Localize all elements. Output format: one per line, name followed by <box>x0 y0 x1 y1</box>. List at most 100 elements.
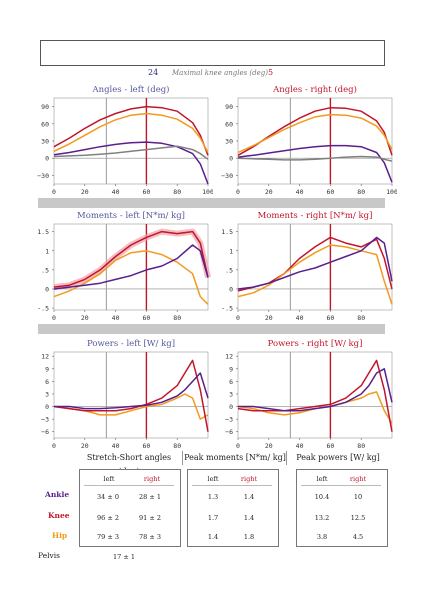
y-tick-label: −30 <box>221 172 233 180</box>
x-tick-label: 0 <box>236 188 240 196</box>
cell: 28 ± 1 <box>139 493 161 501</box>
x-tick-label: 80 <box>173 188 181 196</box>
row-label-ankle: Ankle <box>45 490 70 499</box>
cell: 3.8 <box>316 533 328 541</box>
ankle-line <box>237 236 393 290</box>
chart-title: Angles - left (deg) <box>92 84 170 95</box>
x-tick-label: 40 <box>112 188 120 196</box>
x-tick-label: 100 <box>386 188 397 196</box>
y-tick-label: 0 <box>45 285 49 293</box>
y-tick-label: 0 <box>45 155 49 163</box>
y-tick-label: 0 <box>45 403 49 411</box>
x-tick-label: 60 <box>326 188 334 196</box>
knee-line <box>237 359 393 432</box>
y-tick-label: 60 <box>41 120 49 128</box>
x-tick-label: 0 <box>52 314 56 322</box>
y-tick-label: 0 <box>229 285 233 293</box>
x-tick-label: 40 <box>112 442 120 450</box>
x-tick-label: 0 <box>236 314 240 322</box>
x-tick-label: 40 <box>296 188 304 196</box>
cell: 12.5 <box>350 514 366 522</box>
pelvis-line <box>53 145 209 160</box>
x-tick-label: 80 <box>357 442 365 450</box>
y-tick-label: 1 <box>229 247 233 255</box>
row-label-knee: Knee <box>48 511 70 520</box>
cell: 34 ± 0 <box>97 493 119 501</box>
col-left: left <box>103 475 115 483</box>
y-tick-label: −6 <box>225 428 233 436</box>
cell: 1.4 <box>243 514 255 522</box>
y-tick-label: 6 <box>229 378 233 386</box>
x-tick-label: 40 <box>296 442 304 450</box>
y-tick-label: −30 <box>37 172 49 180</box>
y-tick-label: 0 <box>229 403 233 411</box>
chart-title: Powers - left [W/ kg] <box>87 339 175 349</box>
cell: 78 ± 3 <box>139 533 161 541</box>
y-tick-label: -.5 <box>221 305 233 313</box>
x-tick-label: 20 <box>81 442 89 450</box>
cell: 1.3 <box>207 493 219 501</box>
y-tick-label: 12 <box>41 353 49 361</box>
ankle-line <box>53 141 209 185</box>
plot-frame <box>53 223 209 311</box>
col-right: right <box>143 475 161 483</box>
x-tick-label: 0 <box>236 442 240 450</box>
x-tick-label: 20 <box>265 442 273 450</box>
x-tick-label: 80 <box>173 442 181 450</box>
ankle-line <box>238 368 393 412</box>
hip-line <box>53 250 209 305</box>
row-label-pelvis: Pelvis <box>38 551 61 560</box>
knee-line <box>53 359 209 432</box>
plot-frame <box>53 97 209 185</box>
x-tick-label: 40 <box>112 314 120 322</box>
moments-right-chart: Moments - right [N*m/ kg]-.50.511.50 20 40… <box>221 211 393 322</box>
knee-line <box>53 105 209 156</box>
y-tick-label: 1.5 <box>221 228 233 236</box>
row-label-hip: Hip <box>52 531 68 540</box>
x-tick-label: 0 <box>52 188 56 196</box>
stretch-header: Stretch-Short angles (deg) <box>76 451 183 476</box>
x-tick-label: 20 <box>265 188 273 196</box>
cell: 1.8 <box>243 533 255 541</box>
powers-left-chart: Powers - left [W/ kg] −6 −3 0 3 6 9 12 0 20 40 60 80 <box>41 339 209 450</box>
y-tick-label: 1 <box>45 247 49 255</box>
moments-left-chart: Moments - left [N*m/ kg]-.50.511.50 20 40 6… <box>37 211 211 322</box>
y-tick-label: 30 <box>41 138 49 146</box>
y-tick-label: 30 <box>225 138 233 146</box>
powers-right-chart: Powers - right [W/ kg] −6 −3 0 3 6 9 12 0 20 40 60 8… <box>225 339 393 450</box>
col-right: right <box>240 475 258 483</box>
y-tick-label: 3 <box>45 390 49 398</box>
y-tick-label: 0 <box>229 155 233 163</box>
col-right: right <box>349 475 367 483</box>
hip-line <box>53 112 209 153</box>
pelvis-line <box>237 155 393 162</box>
ankle-line <box>237 144 393 183</box>
x-tick-label: 60 <box>326 314 334 322</box>
y-tick-label: .5 <box>225 266 233 274</box>
x-tick-label: 60 <box>326 442 334 450</box>
x-tick-label: 40 <box>296 314 304 322</box>
stretch-table: left right 34 ± 0 28 ± 1 96 ± 2 91 ± 2 7… <box>79 469 181 547</box>
y-tick-label: 90 <box>225 103 233 111</box>
chart-title: Powers - right [W/ kg] <box>268 339 363 349</box>
x-tick-label: 100 <box>202 188 213 196</box>
y-tick-label: −3 <box>41 416 49 424</box>
cell: 1.7 <box>207 514 219 522</box>
col-left: left <box>207 475 219 483</box>
plot-frame <box>237 351 393 439</box>
cell: 10 <box>353 493 363 501</box>
cell: 10.4 <box>314 493 330 501</box>
y-tick-label: 90 <box>41 103 49 111</box>
top-box <box>40 40 385 66</box>
chart-title: Angles - right (deg) <box>272 84 357 95</box>
powers-table: left right 10.4 10 13.2 12.5 3.8 4.5 <box>296 469 388 547</box>
cell: 1.4 <box>243 493 255 501</box>
y-tick-label: .5 <box>41 266 49 274</box>
hip-line <box>237 244 393 305</box>
moments-header: Peak moments [N*m/ kg] <box>184 451 287 465</box>
col-left: left <box>316 475 328 483</box>
ankle-line <box>53 244 209 290</box>
knee-band <box>53 228 211 291</box>
x-tick-label: 20 <box>265 314 273 322</box>
